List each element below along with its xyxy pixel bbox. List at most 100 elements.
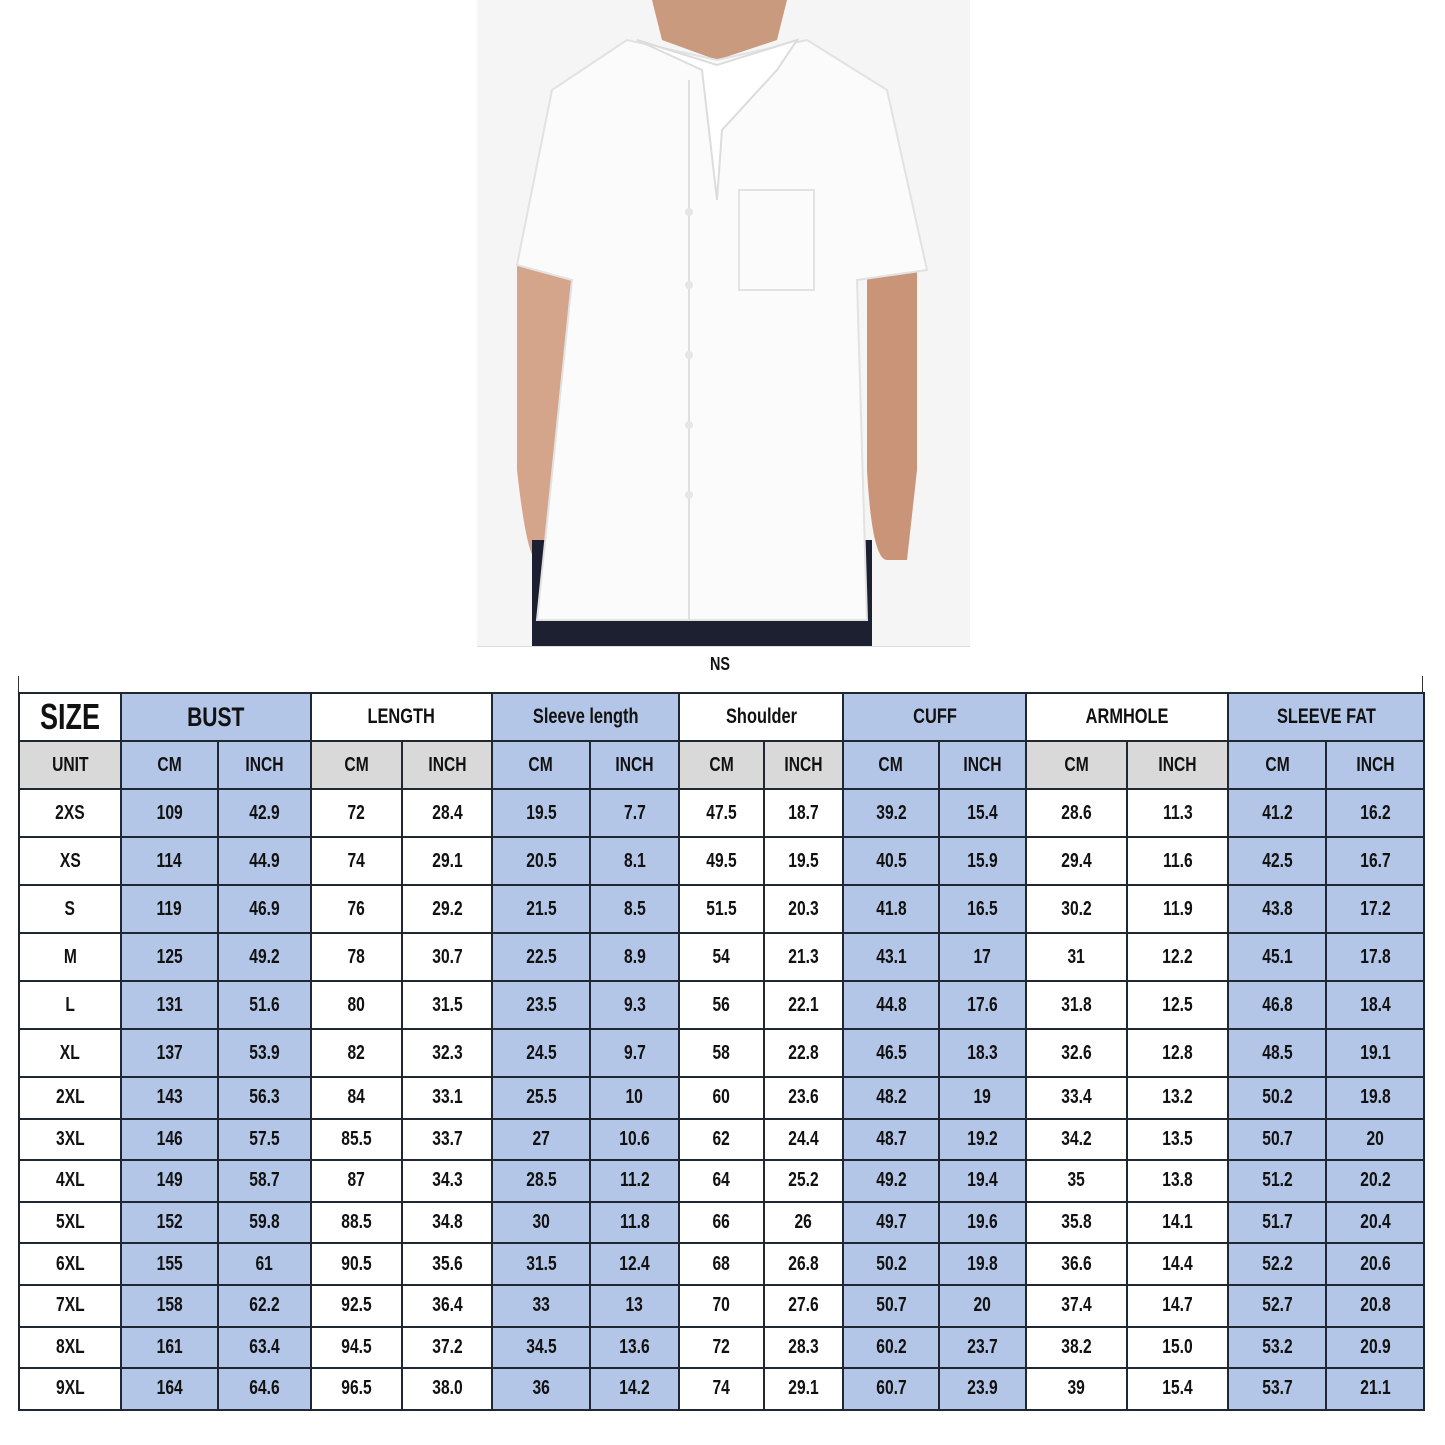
table-cell: 31.5 xyxy=(400,980,494,1030)
table-cell: 31 xyxy=(1025,932,1129,982)
table-cell: 8.1 xyxy=(589,836,681,886)
size-label: 7XL xyxy=(18,1283,122,1328)
unit-inch: INCH xyxy=(938,740,1028,790)
table-cell: 15.9 xyxy=(938,836,1028,886)
table-cell: 56.3 xyxy=(217,1076,312,1120)
table-cell: 50.7 xyxy=(1227,1117,1328,1162)
table-cell: 36.4 xyxy=(400,1283,494,1328)
table-cell: 33 xyxy=(491,1283,592,1328)
table-cell: 16.5 xyxy=(938,884,1028,934)
table-cell: 7.7 xyxy=(589,788,681,838)
table-cell: 48.5 xyxy=(1227,1028,1328,1078)
table-cell: 43.1 xyxy=(842,932,941,982)
table-cell: 31.5 xyxy=(491,1242,592,1286)
table-cell: 72 xyxy=(310,788,403,838)
divider xyxy=(477,646,970,647)
table-cell: 48.7 xyxy=(842,1117,941,1162)
table-cell: 27.6 xyxy=(763,1283,845,1328)
table-cell: 29.1 xyxy=(763,1367,845,1411)
table-cell: 22.5 xyxy=(491,932,592,982)
size-label: L xyxy=(18,980,122,1030)
table-cell: 23.9 xyxy=(938,1367,1028,1411)
unit-cm: CM xyxy=(842,740,941,790)
table-cell: 35.8 xyxy=(1025,1200,1129,1245)
table-row: 8XL 161 63.4 94.5 37.2 34.5 13.6 72 28.3 60.2 23.7… xyxy=(18,1325,1426,1370)
divider xyxy=(1422,676,1423,692)
table-cell: 13 xyxy=(589,1283,681,1328)
table-cell: 114 xyxy=(120,836,219,886)
table-cell: 33.7 xyxy=(400,1117,494,1162)
group-header-shoulder: Shoulder xyxy=(678,692,845,742)
table-row: 2XL 143 56.3 84 33.1 25.5 10 60 23.6 48.2 19 33.4 13… xyxy=(18,1076,1426,1120)
table-cell: 28.3 xyxy=(763,1325,845,1370)
table-cell: 72 xyxy=(678,1325,766,1370)
table-cell: 28.4 xyxy=(400,788,494,838)
table-row: 2XS 109 42.9 72 28.4 19.5 7.7 47.5 18.7 39.2 15.4 2… xyxy=(18,788,1426,838)
table-row: 6XL 155 61 90.5 35.6 31.5 12.4 68 26.8 50.2 19.8 36… xyxy=(18,1242,1426,1286)
table-cell: 12.4 xyxy=(589,1242,681,1286)
table-cell: 45.1 xyxy=(1227,932,1328,982)
table-cell: 32.3 xyxy=(400,1028,494,1078)
table-cell: 30.7 xyxy=(400,932,494,982)
table-cell: 149 xyxy=(120,1159,219,1203)
table-cell: 64.6 xyxy=(217,1367,312,1411)
table-cell: 13.8 xyxy=(1126,1159,1230,1203)
unit-header-row: UNIT CM INCH CM INCH CM INCH CM INCH CM INCH CM INCH… xyxy=(18,740,1426,790)
table-cell: 26.8 xyxy=(763,1242,845,1286)
size-label: 2XS xyxy=(18,788,122,838)
table-cell: 80 xyxy=(310,980,403,1030)
table-cell: 18.7 xyxy=(763,788,845,838)
table-cell: 17 xyxy=(938,932,1028,982)
table-cell: 19.8 xyxy=(1325,1076,1426,1120)
table-row: 3XL 146 57.5 85.5 33.7 27 10.6 62 24.4 48.7 19.2 34… xyxy=(18,1117,1426,1162)
table-cell: 57.5 xyxy=(217,1117,312,1162)
table-cell: 8.5 xyxy=(589,884,681,934)
table-row: S 119 46.9 76 29.2 21.5 8.5 51.5 20.3 41.8 16.5 30.… xyxy=(18,884,1426,934)
size-label: 5XL xyxy=(18,1200,122,1245)
group-header-cuff: CUFF xyxy=(842,692,1028,742)
table-cell: 158 xyxy=(120,1283,219,1328)
table-cell: 9.3 xyxy=(589,980,681,1030)
unit-cm: CM xyxy=(491,740,592,790)
table-cell: 21.5 xyxy=(491,884,592,934)
table-cell: 44.8 xyxy=(842,980,941,1030)
table-cell: 16.7 xyxy=(1325,836,1426,886)
table-cell: 20.6 xyxy=(1325,1242,1426,1286)
table-cell: 43.8 xyxy=(1227,884,1328,934)
table-cell: 34.8 xyxy=(400,1200,494,1245)
table-cell: 11.3 xyxy=(1126,788,1230,838)
unit-inch: INCH xyxy=(217,740,312,790)
table-cell: 18.4 xyxy=(1325,980,1426,1030)
table-cell: 62.2 xyxy=(217,1283,312,1328)
table-cell: 20.9 xyxy=(1325,1325,1426,1370)
table-row: 4XL 149 58.7 87 34.3 28.5 11.2 64 25.2 49.2 19.4 35… xyxy=(18,1159,1426,1203)
divider xyxy=(18,676,19,692)
table-cell: 15.4 xyxy=(938,788,1028,838)
table-cell: 20 xyxy=(1325,1117,1426,1162)
table-row: L 131 51.6 80 31.5 23.5 9.3 56 22.1 44.8 17.6 31.8 1… xyxy=(18,980,1426,1030)
table-cell: 90.5 xyxy=(310,1242,403,1286)
table-cell: 20.3 xyxy=(763,884,845,934)
table-cell: 35.6 xyxy=(400,1242,494,1286)
table-cell: 125 xyxy=(120,932,219,982)
size-label: 6XL xyxy=(18,1242,122,1286)
table-cell: 11.6 xyxy=(1126,836,1230,886)
shirt-model-image xyxy=(477,0,970,646)
table-cell: 29.4 xyxy=(1025,836,1129,886)
table-cell: 38.0 xyxy=(400,1367,494,1411)
table-cell: 164 xyxy=(120,1367,219,1411)
table-cell: 23.6 xyxy=(763,1076,845,1120)
table-cell: 19.5 xyxy=(763,836,845,886)
table-cell: 25.5 xyxy=(491,1076,592,1120)
table-cell: 84 xyxy=(310,1076,403,1120)
table-cell: 23.7 xyxy=(938,1325,1028,1370)
table-cell: 52.2 xyxy=(1227,1242,1328,1286)
table-cell: 24.5 xyxy=(491,1028,592,1078)
table-cell: 58 xyxy=(678,1028,766,1078)
size-label: 4XL xyxy=(18,1159,122,1203)
table-row: 5XL 152 59.8 88.5 34.8 30 11.8 66 26 49.7 19.6 35.8… xyxy=(18,1200,1426,1245)
table-cell: 20 xyxy=(938,1283,1028,1328)
product-photo xyxy=(477,0,970,646)
table-cell: 14.4 xyxy=(1126,1242,1230,1286)
table-cell: 51.2 xyxy=(1227,1159,1328,1203)
